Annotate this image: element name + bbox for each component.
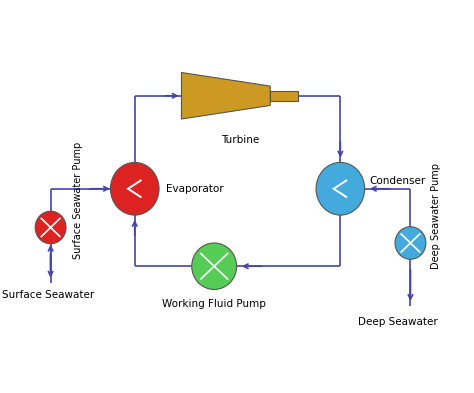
Text: Deep Seawater Pump: Deep Seawater Pump (430, 163, 440, 269)
Text: Evaporator: Evaporator (166, 184, 224, 194)
Ellipse shape (110, 162, 159, 215)
Text: Working Fluid Pump: Working Fluid Pump (162, 299, 266, 309)
Polygon shape (270, 91, 298, 101)
Text: Turbine: Turbine (221, 134, 259, 145)
Ellipse shape (192, 243, 237, 290)
Text: Surface Seawater: Surface Seawater (2, 290, 95, 300)
Text: Condenser: Condenser (369, 176, 426, 186)
Text: Surface Seawater Pump: Surface Seawater Pump (73, 142, 83, 259)
Ellipse shape (395, 227, 426, 259)
Ellipse shape (316, 162, 365, 215)
Ellipse shape (35, 211, 66, 244)
Text: Deep Seawater: Deep Seawater (358, 318, 438, 327)
Polygon shape (182, 73, 270, 119)
